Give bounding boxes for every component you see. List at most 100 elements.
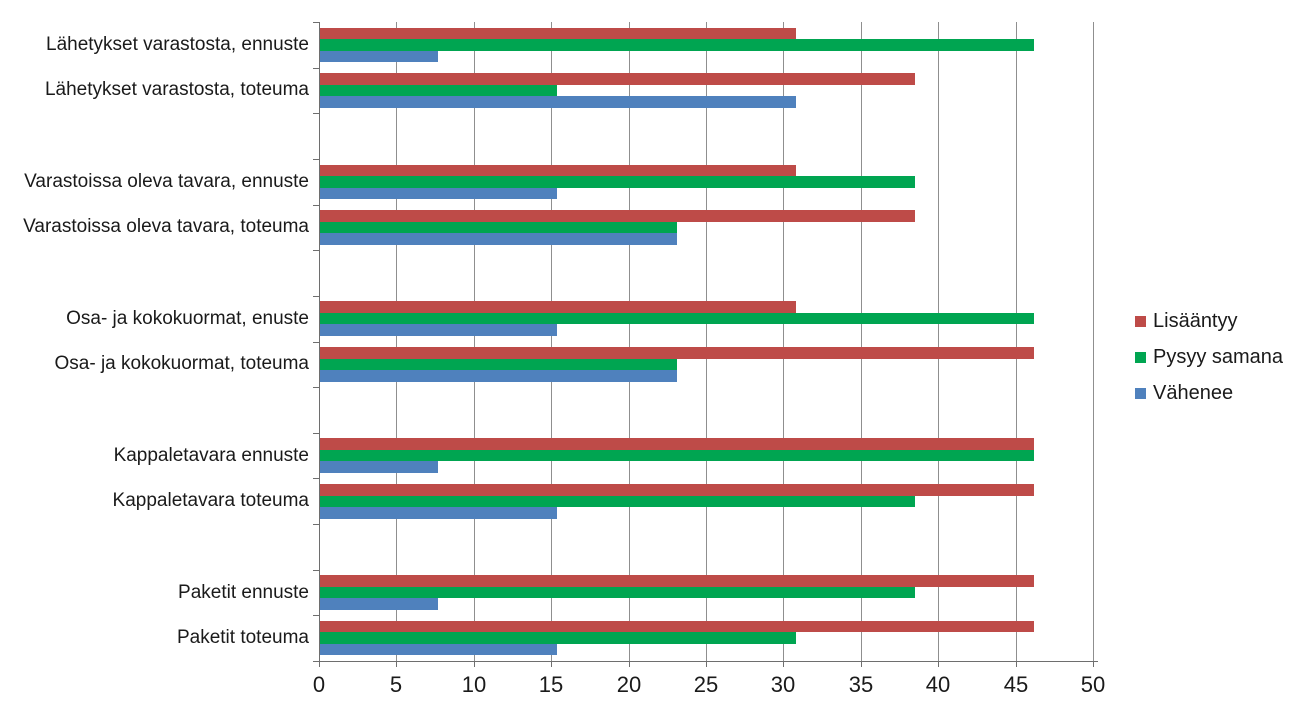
bar-pysyy-samana-l-hetykset-varastosta-ennuste xyxy=(319,39,1035,51)
bar-pysyy-samana-osa-ja-kokokuormat-enuste xyxy=(319,312,1035,325)
bar-lis-ntyy-kappaletavara-ennuste xyxy=(319,438,1035,450)
x-axis-label-10: 10 xyxy=(461,672,487,697)
x-axis-tick-20 xyxy=(629,661,630,667)
y-axis-tick xyxy=(313,22,319,23)
legend-label-v-henee: Vähenee xyxy=(1153,381,1234,404)
bar-v-henee-l-hetykset-varastosta-ennuste xyxy=(319,50,439,63)
bar-lis-ntyy-varastoissa-oleva-tavara-ennuste xyxy=(319,164,796,176)
plot-area xyxy=(319,22,1094,661)
x-axis-tick-35 xyxy=(861,661,862,667)
legend-swatch-v-henee xyxy=(1135,387,1146,399)
category-label-osa-ja-kokokuormat-toteuma: Osa- ja kokokuormat, toteuma xyxy=(54,353,310,375)
bar-v-henee-varastoissa-oleva-tavara-toteuma xyxy=(319,233,677,245)
x-axis-tick-5 xyxy=(396,661,397,667)
bar-pysyy-samana-l-hetykset-varastosta-toteuma xyxy=(319,84,558,97)
y-axis-tick xyxy=(313,68,319,69)
gridline-35 xyxy=(861,22,862,661)
legend: Lisääntyy Pysyy samana Vähenee xyxy=(1135,303,1283,411)
bar-group-l-hetykset-varastosta-toteuma xyxy=(319,73,915,108)
bar-pysyy-samana-kappaletavara-toteuma xyxy=(319,495,915,507)
bar-group-osa-ja-kokokuormat-toteuma xyxy=(319,347,1035,382)
x-axis-tick-0 xyxy=(319,661,320,667)
bar-v-henee-kappaletavara-toteuma xyxy=(319,507,558,519)
gridline-30 xyxy=(783,22,784,661)
category-label-kappaletavara-ennuste: Kappaletavara ennuste xyxy=(113,444,309,466)
x-axis-tick-10 xyxy=(474,661,475,667)
category-labels: Lähetykset varastosta, ennuste Lähetykset… xyxy=(0,22,309,661)
y-axis-tick xyxy=(313,570,319,571)
bar-v-henee-paketit-ennuste xyxy=(319,598,439,610)
x-axis-label-40: 40 xyxy=(925,672,951,697)
gridline-25 xyxy=(706,22,707,661)
x-axis-label-15: 15 xyxy=(538,672,564,697)
y-axis-tick xyxy=(313,524,319,525)
category-label-paketit-toteuma: Paketit toteuma xyxy=(176,627,309,649)
bar-lis-ntyy-osa-ja-kokokuormat-toteuma xyxy=(319,347,1035,359)
x-axis-tick-45 xyxy=(1016,661,1017,667)
gridline-50 xyxy=(1093,22,1094,661)
bar-group-paketit-ennuste xyxy=(319,575,1035,610)
y-axis-tick xyxy=(313,205,319,206)
y-axis-tick xyxy=(313,159,319,160)
bar-pysyy-samana-osa-ja-kokokuormat-toteuma xyxy=(319,358,677,371)
gridline-45 xyxy=(1016,22,1017,661)
bar-pysyy-samana-paketit-toteuma xyxy=(319,632,796,644)
category-label-kappaletavara-toteuma: Kappaletavara toteuma xyxy=(112,490,309,512)
category-label-varastoissa-oleva-tavara-ennuste: Varastoissa oleva tavara, ennuste xyxy=(24,170,309,192)
legend-swatch-lis-ntyy xyxy=(1135,315,1146,327)
legend-item-lis-ntyy: Lisääntyy xyxy=(1135,303,1283,339)
x-axis-label-35: 35 xyxy=(848,672,874,697)
bar-pysyy-samana-varastoissa-oleva-tavara-toteuma xyxy=(319,221,677,234)
x-axis-label-5: 5 xyxy=(389,672,403,697)
y-axis-line xyxy=(319,22,320,661)
y-axis-tick xyxy=(313,661,319,662)
bar-lis-ntyy-kappaletavara-toteuma xyxy=(319,484,1035,496)
bar-lis-ntyy-osa-ja-kokokuormat-enuste xyxy=(319,301,796,313)
bar-group-osa-ja-kokokuormat-enuste xyxy=(319,301,1035,336)
legend-label-pysyy-samana: Pysyy samana xyxy=(1153,345,1284,368)
bar-v-henee-osa-ja-kokokuormat-toteuma xyxy=(319,370,677,382)
bar-pysyy-samana-kappaletavara-ennuste xyxy=(319,449,1035,462)
legend-swatch-pysyy-samana xyxy=(1135,351,1146,363)
y-axis-tick xyxy=(313,433,319,434)
x-axis-line xyxy=(313,661,1098,662)
category-label-osa-ja-kokokuormat-enuste: Osa- ja kokokuormat, enuste xyxy=(66,307,309,329)
legend-label-lis-ntyy: Lisääntyy xyxy=(1153,309,1238,332)
gridline-40 xyxy=(938,22,939,661)
x-axis-label-20: 20 xyxy=(616,672,642,697)
legend-item-pysyy-samana: Pysyy samana xyxy=(1135,339,1283,375)
category-label-paketit-ennuste: Paketit ennuste xyxy=(178,581,309,603)
y-axis-tick xyxy=(313,478,319,479)
y-axis-tick xyxy=(313,113,319,114)
bar-pysyy-samana-paketit-ennuste xyxy=(319,586,915,599)
bar-group-paketit-toteuma xyxy=(319,620,1035,656)
x-axis-labels: 0 5 10 15 20 25 30 35 40 45 50 xyxy=(0,672,1292,702)
bar-lis-ntyy-l-hetykset-varastosta-toteuma xyxy=(319,73,915,85)
legend-item-v-henee: Vähenee xyxy=(1135,375,1283,411)
bar-v-henee-paketit-toteuma xyxy=(319,643,558,656)
category-label-l-hetykset-varastosta-toteuma: Lähetykset varastosta, toteuma xyxy=(44,79,309,101)
y-axis-tick xyxy=(313,342,319,343)
x-axis-tick-25 xyxy=(706,661,707,667)
gridline-15 xyxy=(551,22,552,661)
bar-pysyy-samana-varastoissa-oleva-tavara-ennuste xyxy=(319,176,915,188)
x-axis-tick-50 xyxy=(1093,661,1094,667)
gridline-5 xyxy=(396,22,397,661)
category-label-l-hetykset-varastosta-ennuste: Lähetykset varastosta, ennuste xyxy=(46,33,309,55)
x-axis-tick-15 xyxy=(551,661,552,667)
bar-group-kappaletavara-ennuste xyxy=(319,438,1035,473)
bar-v-henee-varastoissa-oleva-tavara-ennuste xyxy=(319,187,558,199)
bar-lis-ntyy-varastoissa-oleva-tavara-toteuma xyxy=(319,210,915,222)
gridline-20 xyxy=(629,22,630,661)
bar-lis-ntyy-paketit-toteuma xyxy=(319,620,1035,633)
x-axis-tick-40 xyxy=(938,661,939,667)
bar-group-varastoissa-oleva-tavara-toteuma xyxy=(319,210,915,245)
x-axis-label-30: 30 xyxy=(770,672,796,697)
category-label-varastoissa-oleva-tavara-toteuma: Varastoissa oleva tavara, toteuma xyxy=(23,216,309,238)
bar-group-varastoissa-oleva-tavara-ennuste xyxy=(319,164,915,199)
y-axis-tick xyxy=(313,250,319,251)
gridline-10 xyxy=(474,22,475,661)
x-axis-label-25: 25 xyxy=(693,672,719,697)
bar-v-henee-l-hetykset-varastosta-toteuma xyxy=(319,96,796,108)
